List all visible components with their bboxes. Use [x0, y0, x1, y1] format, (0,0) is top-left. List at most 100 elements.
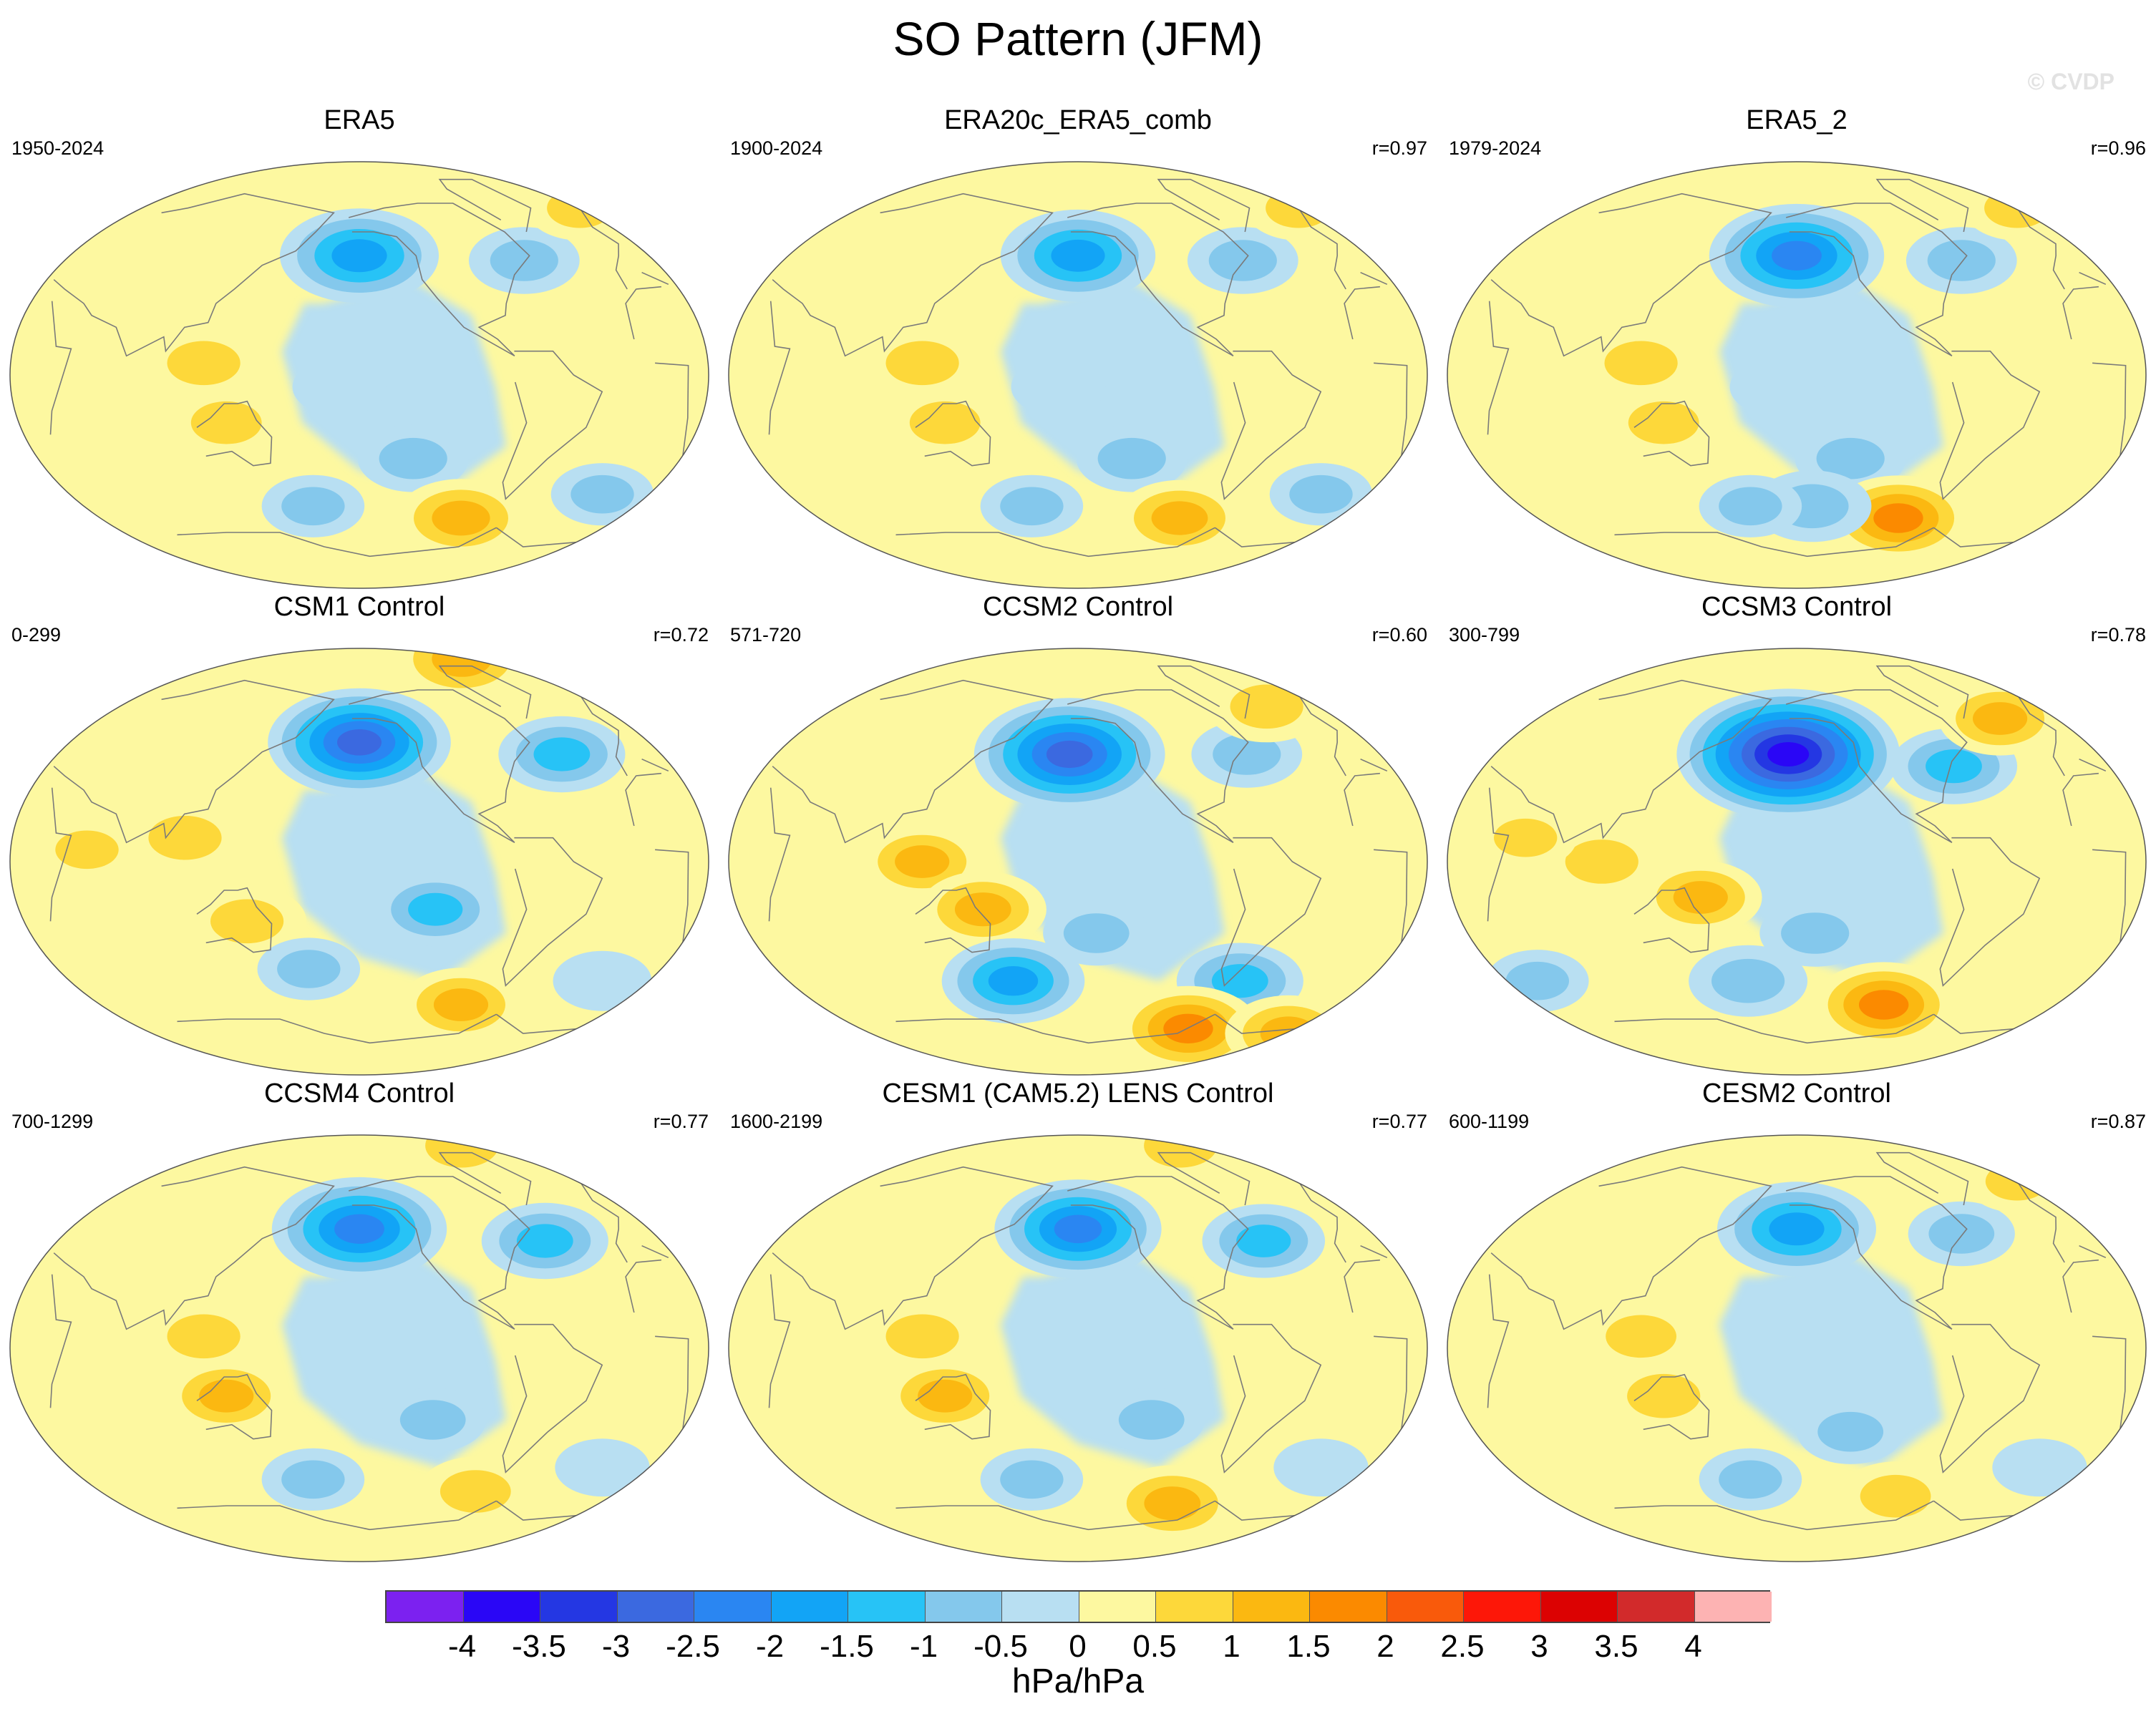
colorbar-labels: -4 -3.5 -3 -2.5 -2 -1.5 -1 -0.5 0 0.5 1 1.5 2 2.5 3 3.5… — [0, 1629, 2156, 1665]
panel-years: 1950-2024 — [11, 137, 105, 159]
colorbar-tick-label: -1 — [909, 1629, 938, 1664]
colorbar-swatch — [540, 1592, 618, 1622]
coastline — [49, 772, 689, 945]
map-panel: CCSM4 Control 700-1299 r=0.77 — [0, 1073, 719, 1562]
map-svg — [9, 648, 709, 1076]
colorbar-swatch — [1618, 1592, 1695, 1622]
coastline — [1067, 1176, 1249, 1330]
coastline — [196, 1373, 273, 1440]
coastline — [1785, 689, 1968, 843]
colorbar-swatch — [1079, 1592, 1156, 1622]
coastline — [438, 178, 532, 233]
colorbar-tick-label: -2.5 — [666, 1629, 720, 1664]
panel-years: 0-299 — [11, 624, 62, 646]
map-border — [728, 648, 1428, 1076]
coastline — [915, 887, 991, 953]
low-pressure-contour — [292, 358, 387, 417]
low-pressure-contour — [1816, 437, 1885, 479]
low-pressure-contour — [1719, 487, 1782, 526]
high-pressure-contour — [1230, 684, 1303, 729]
map-border — [1447, 1134, 2147, 1562]
colorbar-swatch — [1156, 1592, 1233, 1622]
colorbar-tick-label: -1.5 — [820, 1629, 874, 1664]
low-pressure-contour — [988, 966, 1039, 996]
coastline — [1633, 887, 1710, 953]
coastline — [177, 1013, 581, 1044]
low-pressure-contour — [1719, 1460, 1782, 1499]
coastline — [895, 1500, 1299, 1531]
panel-title: ERA5 — [324, 105, 395, 135]
coastline — [196, 887, 273, 953]
coastline — [177, 1500, 581, 1531]
colorbar-swatch — [694, 1592, 772, 1622]
high-pressure-contour — [1973, 702, 2028, 735]
panel-years: 1600-2199 — [730, 1111, 823, 1132]
low-pressure-contour — [1928, 1214, 1995, 1254]
colorbar-tick-label: -4 — [447, 1629, 477, 1664]
panel-title: CESM2 Control — [1702, 1078, 1891, 1109]
coastline — [1939, 1323, 2041, 1474]
high-pressure-contour — [1606, 1315, 1676, 1358]
coastline — [772, 679, 1388, 844]
low-pressure-contour — [1063, 913, 1130, 953]
high-pressure-contour — [148, 815, 222, 860]
map-svg — [728, 161, 1428, 589]
low-pressure-contour — [1711, 958, 1785, 1003]
low-pressure-contour — [1992, 1438, 2087, 1497]
high-pressure-contour — [731, 286, 826, 345]
low-pressure-contour — [1118, 1400, 1185, 1440]
panel-title: ERA5_2 — [1746, 105, 1847, 135]
coastline — [1067, 203, 1249, 356]
map-svg — [9, 161, 709, 589]
high-pressure-contour — [954, 892, 1011, 927]
coastline — [1220, 837, 1322, 987]
coastline — [768, 286, 1408, 459]
map-panel: CESM1 (CAM5.2) LENS Control 1600-2199 r=0.… — [719, 1073, 1437, 1562]
coastline — [1614, 527, 2018, 557]
map-panel: ERA5 1950-2024 — [0, 100, 719, 589]
panel-years: 700-1299 — [11, 1111, 94, 1132]
panel-correlation: r=0.77 — [653, 1111, 709, 1132]
coastline — [1875, 178, 1969, 233]
low-pressure-contour — [1273, 1438, 1369, 1497]
low-pressure-contour — [1926, 749, 1982, 784]
coastline — [1067, 689, 1249, 843]
high-pressure-contour — [1450, 286, 1545, 345]
map-svg — [1447, 1134, 2147, 1562]
coastline — [1490, 679, 2107, 844]
coastline — [177, 527, 581, 557]
low-pressure-contour — [1767, 742, 1810, 766]
low-pressure-contour — [555, 1438, 650, 1497]
map-svg — [728, 1134, 1428, 1562]
colorbar-tick-label: 0 — [1069, 1629, 1087, 1664]
panel-title: CCSM3 Control — [1701, 592, 1893, 622]
coastline — [895, 527, 1299, 557]
coastline — [53, 679, 669, 844]
panel-title: ERA20c_ERA5_comb — [944, 105, 1212, 135]
coastline — [915, 1373, 991, 1440]
high-pressure-contour — [432, 500, 490, 536]
low-pressure-contour — [1781, 912, 1850, 954]
panel-correlation: r=0.60 — [1371, 624, 1427, 646]
coastline — [1875, 1151, 1969, 1206]
map-panel: CCSM2 Control 571-720 r=0.60 — [719, 587, 1437, 1076]
coastline — [49, 286, 689, 459]
high-pressure-contour — [210, 899, 284, 944]
coastline — [1220, 1323, 1322, 1474]
colorbar-swatch — [1540, 1592, 1618, 1622]
colorbar-swatch — [1464, 1592, 1541, 1622]
low-pressure-contour — [379, 437, 447, 479]
map-svg — [1447, 161, 2147, 589]
low-pressure-contour — [277, 950, 341, 988]
low-pressure-contour — [281, 487, 345, 526]
panel-years: 1979-2024 — [1449, 137, 1542, 159]
high-pressure-contour — [1151, 501, 1208, 535]
coastline — [502, 837, 603, 987]
coastline — [1157, 178, 1251, 233]
colorbar-tick-label: 4 — [1684, 1629, 1702, 1664]
coastline — [1490, 193, 2107, 357]
coastline — [348, 1176, 530, 1330]
coastline — [196, 400, 273, 467]
colorbar-tick-label: 1 — [1223, 1629, 1240, 1664]
colorbar-tick-label: -3.5 — [512, 1629, 566, 1664]
